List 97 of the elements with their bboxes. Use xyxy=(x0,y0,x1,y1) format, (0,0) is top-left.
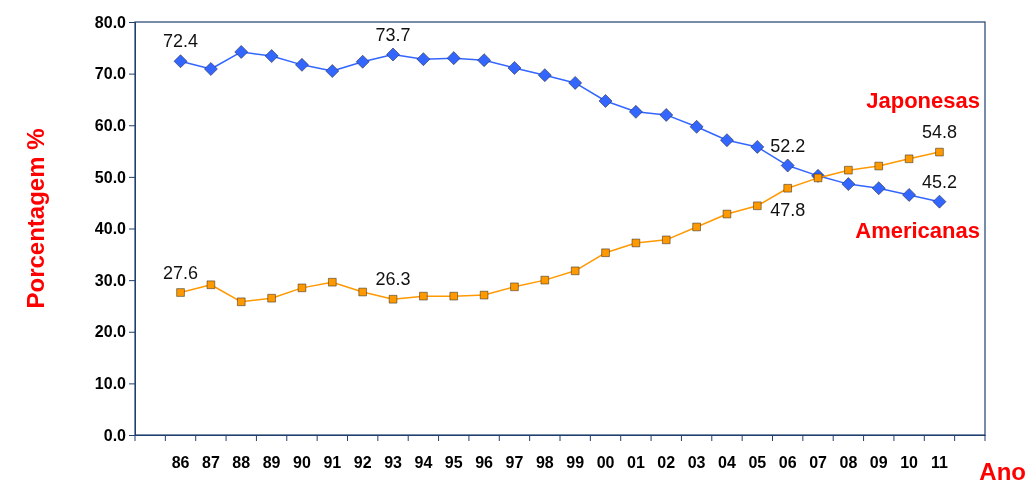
data-label: 47.8 xyxy=(770,200,806,221)
y-tick-label: 30.0 xyxy=(94,271,127,289)
y-tick-label: 80.0 xyxy=(94,13,127,31)
data-label: 27.6 xyxy=(163,262,199,283)
point xyxy=(538,68,552,82)
x-tick-label: 04 xyxy=(718,454,736,472)
point xyxy=(355,54,370,69)
point xyxy=(631,238,641,248)
point xyxy=(204,62,218,76)
y-tick-label: 40.0 xyxy=(94,220,127,238)
x-tick-label: 99 xyxy=(566,454,585,472)
point xyxy=(841,177,856,191)
x-tick-label: 97 xyxy=(505,454,524,472)
x-tick-label: 96 xyxy=(475,454,494,472)
point xyxy=(479,290,489,300)
point xyxy=(722,209,732,219)
y-tick-label: 60.0 xyxy=(94,116,127,134)
y-tick-label: 10.0 xyxy=(94,374,127,392)
data-label: 72.4 xyxy=(163,31,199,52)
point xyxy=(358,287,367,297)
point xyxy=(386,47,400,62)
point xyxy=(416,52,431,66)
x-tick-label: 08 xyxy=(839,454,858,472)
point xyxy=(904,154,914,163)
x-tick-label: 02 xyxy=(657,454,676,472)
point xyxy=(297,283,307,292)
data-label: 73.7 xyxy=(375,24,411,45)
point xyxy=(507,61,522,75)
data-label: 54.8 xyxy=(921,122,957,143)
x-tick-label: 10 xyxy=(900,454,919,472)
x-tick-label: 98 xyxy=(535,454,554,472)
point xyxy=(295,58,309,72)
point xyxy=(783,184,792,193)
point xyxy=(540,276,549,285)
x-tick-label: 06 xyxy=(778,454,797,472)
x-tick-label: 91 xyxy=(323,454,342,472)
point xyxy=(629,105,643,119)
point xyxy=(267,294,276,303)
point xyxy=(388,295,398,304)
x-axis-title: Ano xyxy=(979,458,1026,485)
y-tick-label: 0.0 xyxy=(103,426,127,444)
text: Japonesas xyxy=(866,88,980,114)
point xyxy=(568,76,582,90)
point xyxy=(237,297,246,306)
x-tick-label: 94 xyxy=(414,454,433,472)
data-label: 52.2 xyxy=(770,135,806,156)
point xyxy=(477,53,491,67)
x-tick-label: 87 xyxy=(201,454,220,472)
point xyxy=(234,45,249,59)
point xyxy=(689,120,704,134)
y-tick-label: 70.0 xyxy=(94,65,127,83)
point xyxy=(449,292,458,301)
y-axis-title: Porcentagem % xyxy=(22,128,49,309)
series-label: Americanas xyxy=(855,217,980,243)
point xyxy=(780,158,795,173)
x-tick-label: 03 xyxy=(687,454,706,472)
point xyxy=(419,292,428,301)
x-tick-label: 90 xyxy=(293,454,311,472)
x-tick-label: 11 xyxy=(931,454,949,472)
point xyxy=(662,235,671,244)
point xyxy=(571,266,580,275)
point xyxy=(325,64,340,78)
x-tick-label: 92 xyxy=(353,454,372,472)
y-tick-label: 20.0 xyxy=(94,323,127,341)
point xyxy=(871,181,886,195)
x-tick-label: 86 xyxy=(171,454,190,472)
point xyxy=(874,161,883,171)
x-tick-label: 00 xyxy=(596,454,615,472)
data-label: 45.2 xyxy=(921,171,957,192)
x-tick-label: 01 xyxy=(626,454,645,472)
x-tick-label: 09 xyxy=(869,454,888,472)
point xyxy=(510,282,519,291)
point xyxy=(692,222,701,232)
x-tick-label: 07 xyxy=(809,454,828,472)
x-tick-label: 93 xyxy=(384,454,403,472)
point xyxy=(720,133,734,147)
point xyxy=(659,108,674,122)
point xyxy=(932,194,947,209)
point xyxy=(844,166,853,175)
x-tick-label: 89 xyxy=(262,454,281,472)
point xyxy=(264,49,279,63)
point xyxy=(173,54,188,68)
point xyxy=(601,248,610,257)
point xyxy=(328,278,337,287)
point xyxy=(750,140,765,154)
point xyxy=(598,94,613,108)
point xyxy=(753,201,762,210)
point xyxy=(935,147,944,157)
point xyxy=(206,280,216,289)
x-tick-label: 88 xyxy=(232,454,251,472)
x-tick-label: 05 xyxy=(748,454,767,472)
y-tick-label: 50.0 xyxy=(94,168,127,186)
point xyxy=(446,51,461,65)
point xyxy=(176,288,185,297)
x-tick-label: 95 xyxy=(444,454,463,472)
point xyxy=(902,188,916,202)
data-label: 26.3 xyxy=(375,269,411,290)
